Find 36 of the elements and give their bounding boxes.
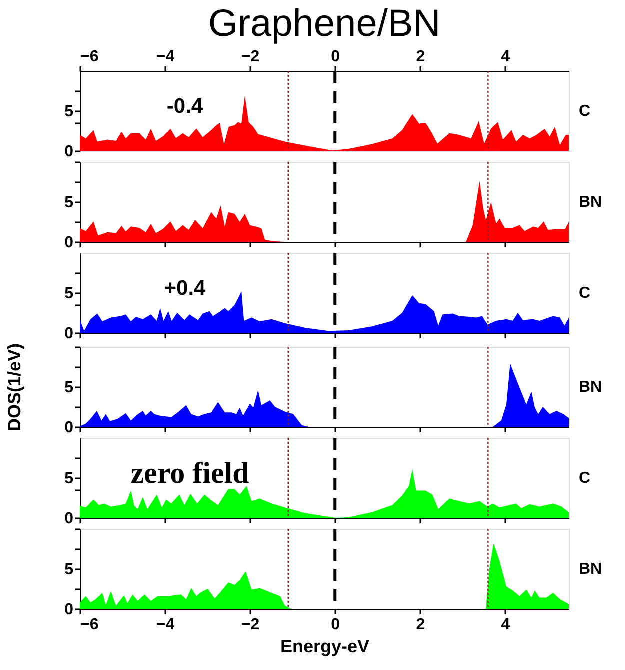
y-tick-label: 5 (64, 470, 74, 488)
annotation: -0.4 (166, 95, 204, 118)
annotation: +0.4 (164, 277, 206, 300)
x-tick-label: 4 (501, 616, 510, 634)
y2-axis-title: C (579, 103, 591, 120)
x-tick-label: −4 (156, 48, 175, 66)
x-tick-label: 0 (331, 48, 340, 66)
chart-title: Graphene/BN (208, 3, 441, 45)
y-tick-label: 0 (64, 420, 74, 436)
x-axis-title: Energy-eV (280, 636, 370, 656)
y-tick-label: 0 (64, 326, 74, 342)
annotation: zero field (130, 457, 250, 490)
x-tick-label: −4 (156, 616, 175, 634)
y-tick-label: 0 (64, 234, 74, 252)
y-tick-label: 5 (64, 194, 74, 212)
x-tick-label: 2 (416, 48, 426, 66)
y-tick-label: 5 (64, 380, 74, 396)
y-tick-label: 5 (64, 104, 74, 120)
x-tick-label: 2 (416, 616, 426, 634)
x-tick-label: 0 (331, 616, 340, 634)
y-axis-title: DOS(1/eV) (4, 343, 25, 432)
x-tick-label: −6 (80, 48, 99, 66)
y-tick-label: 0 (64, 602, 74, 618)
y2-axis-title: C (579, 470, 591, 487)
y-tick-label: 0 (64, 144, 74, 160)
y-tick-label: 0 (64, 510, 74, 528)
y-tick-label: 5 (64, 286, 74, 302)
x-tick-label: −2 (241, 48, 260, 66)
y2-axis-title: BN (579, 379, 602, 396)
y2-axis-title: C (579, 285, 591, 302)
x-tick-label: −2 (241, 616, 260, 634)
x-tick-label: −6 (80, 616, 99, 634)
x-tick-label: 4 (501, 48, 510, 66)
y-tick-label: 5 (64, 562, 74, 578)
y2-axis-title: BN (579, 561, 602, 578)
y2-axis-title: BN (579, 194, 602, 211)
